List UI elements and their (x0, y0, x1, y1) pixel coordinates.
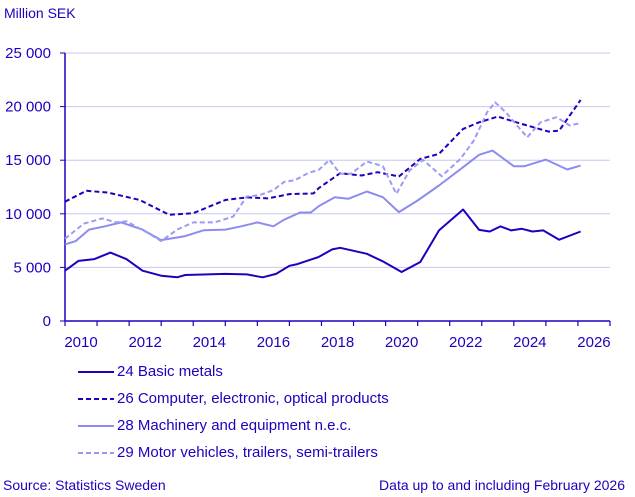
legend-swatch (78, 451, 114, 454)
line-chart: 0 5 000 10 000 15 000 20 000 25 000 2010 2012 20… (5, 45, 611, 351)
legend-item: 29 Motor vehicles, trailers, semi-traile… (78, 439, 389, 466)
legend-label: 28 Machinery and equipment n.e.c. (117, 417, 352, 434)
x-tick-label: 2026 (577, 334, 610, 351)
y-tick-label: 25 000 (5, 45, 51, 62)
y-tick-label: 5 000 (13, 259, 51, 276)
x-tick-label: 2022 (449, 334, 482, 351)
legend-swatch (78, 397, 114, 400)
x-tick-label: 2024 (513, 334, 546, 351)
legend-label: 24 Basic metals (117, 363, 223, 380)
legend-label: 26 Computer, electronic, optical product… (117, 390, 389, 407)
data-range-note: Data up to and including February 2026 (379, 477, 625, 493)
y-tick-label: 0 (43, 313, 51, 330)
legend-item: 26 Computer, electronic, optical product… (78, 385, 389, 412)
series-line-29 (64, 101, 581, 243)
x-tick-label: 2016 (257, 334, 290, 351)
legend-item: 24 Basic metals (78, 358, 389, 385)
y-tick-label: 10 000 (5, 206, 51, 223)
y-tick-label: 20 000 (5, 99, 51, 116)
x-tick-label: 2010 (64, 334, 97, 351)
legend-label: 29 Motor vehicles, trailers, semi-traile… (117, 444, 378, 461)
legend-swatch (78, 424, 114, 427)
legend-item: 28 Machinery and equipment n.e.c. (78, 412, 389, 439)
y-tick-label: 15 000 (5, 152, 51, 169)
series-line-28 (64, 149, 581, 246)
source-note: Source: Statistics Sweden (3, 477, 166, 493)
legend: 24 Basic metals 26 Computer, electronic, … (78, 358, 389, 466)
x-tick-label: 2012 (128, 334, 161, 351)
legend-swatch (78, 370, 114, 373)
x-tick-label: 2020 (385, 334, 418, 351)
x-tick-label: 2014 (193, 334, 226, 351)
y-axis-unit-label: Million SEK (4, 5, 76, 21)
x-tick-label: 2018 (321, 334, 354, 351)
series-line-24 (64, 208, 581, 279)
